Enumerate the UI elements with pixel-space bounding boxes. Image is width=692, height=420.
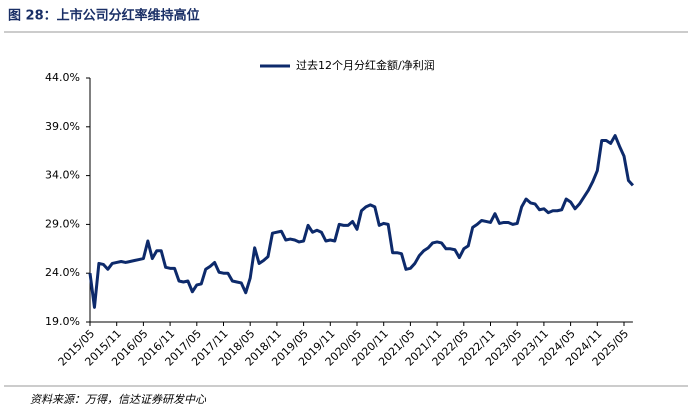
y-tick-label: 19.0% <box>45 315 80 328</box>
y-tick-label: 39.0% <box>45 120 80 133</box>
y-tick-label: 34.0% <box>45 169 80 182</box>
legend-label: 过去12个月分红金额/净利润 <box>296 58 435 72</box>
y-tick-label: 29.0% <box>45 217 80 230</box>
y-tick-label: 44.0% <box>45 71 80 84</box>
y-tick-label: 24.0% <box>45 266 80 279</box>
source: 资料来源：万得，信达证券研发中心 <box>30 393 207 406</box>
chart-title: 图 28：上市公司分红率维持高位 <box>8 8 200 24</box>
line-series <box>88 134 635 309</box>
